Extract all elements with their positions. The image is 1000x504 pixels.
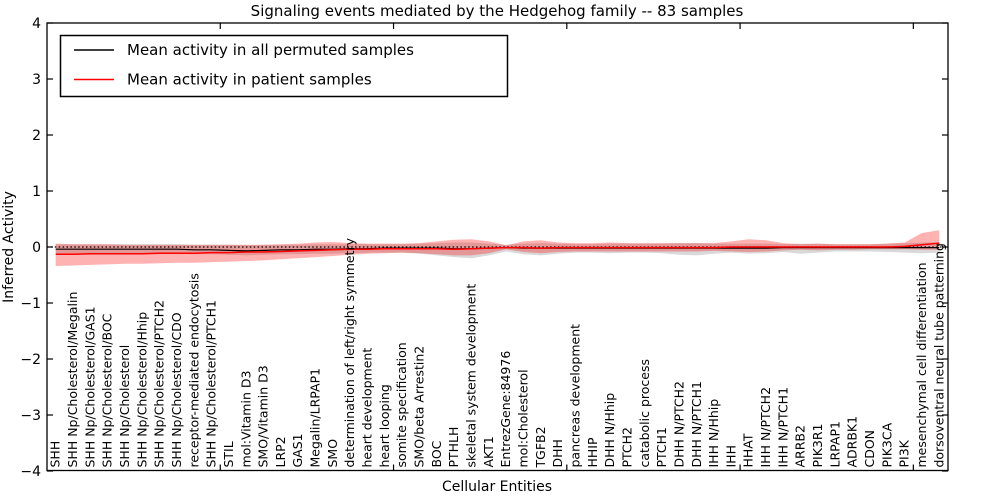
x-category-label: skeletal system development [464,284,479,468]
y-tick-label: −4 [20,464,41,480]
x-category-label: IHH [723,445,738,468]
x-category-label: DHH N/PTCH1 [689,381,704,467]
x-category-label: pancreas development [567,324,582,468]
y-tick-label: 4 [32,16,41,32]
legend-box [59,34,509,98]
y-tick-label: 1 [32,184,41,200]
x-category-label: SHH Np/Cholesterol/PTCH1 [204,300,219,468]
x-category-label: SHH Np/Cholesterol/GAS1 [82,306,97,467]
x-category-label: PTCH2 [619,427,634,468]
legend: Mean activity in all permuted samples Me… [59,34,509,98]
x-category-label: HHIP [585,437,600,467]
x-category-label: mol:Cholesterol [515,369,530,467]
x-category-label: heart development [360,348,375,468]
x-category-label: BOC [429,440,444,467]
x-category-label: SHH Np/Cholesterol/CDO [169,312,184,467]
x-category-label: LRP2 [273,436,288,467]
x-category-label: SMO/Vitamin D3 [256,365,271,467]
x-category-label: IHH N/Hhip [706,399,721,468]
legend-label-permuted: Mean activity in all permuted samples [127,41,414,59]
x-category-label: PTHLH [446,427,461,468]
x-category-label: PIK3CA [879,422,894,467]
x-category-label: STIL [221,441,236,467]
x-category-label: SHH Np/Cholesterol/Megalin [65,292,80,468]
x-category-label: CDON [862,430,877,468]
y-tick-label: 0 [32,240,41,256]
legend-label-patient: Mean activity in patient samples [127,71,372,89]
x-category-label: SHH Np/Cholesterol/BOC [100,313,115,467]
x-category-label: dorsoventral neural tube patterning [931,243,946,468]
x-category-label: HHAT [741,433,756,467]
x-category-label: PI3K [897,439,912,467]
x-category-label: DHH [550,439,565,467]
x-category-label: SHH Np/Cholesterol/Hhip [134,312,149,468]
x-category-label: receptor-mediated endocytosis [186,273,201,467]
x-category-label: GAS1 [290,433,305,467]
x-category-label: somite specification [394,342,409,467]
x-category-label: LRPAP1 [827,421,842,467]
x-category-label: Megalin/LRPAP1 [308,368,323,468]
x-category-label: DHH N/Hhip [602,393,617,468]
y-tick-label: −3 [20,408,41,424]
y-tick-label: 3 [32,72,41,88]
chart-title: Signaling events mediated by the Hedgeho… [251,2,744,20]
x-category-label: determination of left/right symmetry [342,237,357,467]
y-tick-label: −1 [20,296,41,312]
x-category-label: catabolic process [637,359,652,468]
x-category-label: ADRBK1 [845,416,860,468]
y-tick-label: 2 [32,128,41,144]
x-category-label: IHH N/PTCH2 [758,387,773,468]
patient-mean-line [55,242,940,256]
x-category-label: IHH N/PTCH1 [775,387,790,468]
y-tick-label: −2 [20,352,41,368]
x-category-label: ARRB2 [793,425,808,467]
x-axis-label: Cellular Entities [442,479,552,495]
plot-area: −4 −3 −2 −1 0 1 2 3 4 SHH SHH Np/Cholesterol/Megal… [20,16,949,480]
x-category-label: PIK3R1 [810,423,825,467]
x-category-label: mesenchymal cell differentiation [914,262,929,467]
x-category-label: EntrezGene:84976 [498,351,513,468]
x-category-label: SMO [325,439,340,468]
x-category-label: SHH [48,441,63,468]
x-category-label: DHH N/PTCH2 [671,381,686,467]
x-category-label: TGFB2 [533,426,548,468]
y-axis-label: Inferred Activity [1,191,17,303]
x-category-label: SMO/beta Arrestin2 [412,346,427,468]
x-category-label: AKT1 [481,436,496,467]
x-category-label: SHH Np/Cholesterol [117,345,132,468]
x-category-label: mol:Vitamin D3 [238,371,253,468]
x-category-label: heart looping [377,384,392,467]
x-category-label: PTCH1 [654,427,669,468]
x-category-label: SHH Np/Cholesterol/PTCH2 [152,300,167,468]
